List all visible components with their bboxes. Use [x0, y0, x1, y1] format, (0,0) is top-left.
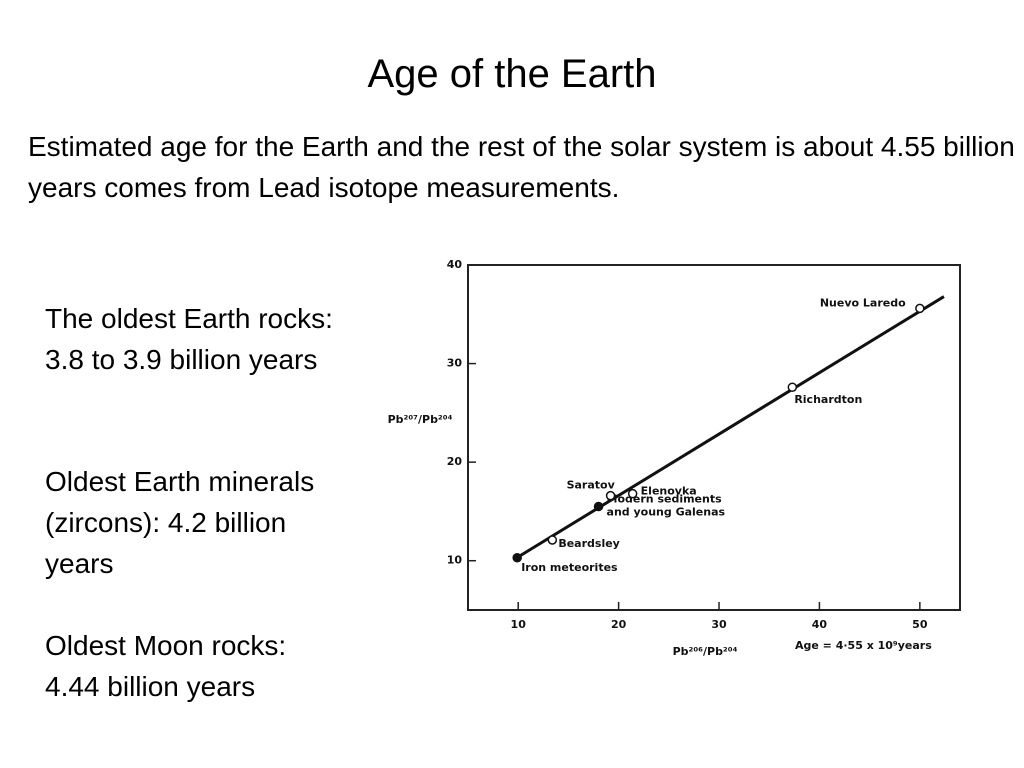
x-tick-label: 40: [812, 618, 828, 631]
data-point: [915, 303, 925, 314]
data-point: [593, 501, 604, 512]
data-point: [547, 535, 558, 545]
fact: Oldest Earth minerals (zircons): 4.2 bil…: [45, 466, 315, 579]
x-tick-label: 20: [611, 618, 627, 631]
point-label: and young Galenas: [607, 506, 726, 519]
point-label: Elenovka: [641, 485, 697, 498]
annotation: Age = 4·55 x 10⁹years: [795, 639, 932, 652]
x-axis-label: Pb²⁰⁶/Pb²⁰⁴: [673, 645, 738, 658]
intro-text: Estimated age for the Earth and the rest…: [28, 131, 1015, 203]
data-point: [627, 488, 638, 499]
data-point: [787, 382, 798, 392]
point-label: Saratov: [567, 479, 616, 492]
slide-title: Age of the Earth: [367, 52, 657, 96]
fit-line: [514, 295, 945, 561]
x-tick-label: 30: [711, 618, 727, 631]
x-tick-label: 50: [912, 618, 928, 631]
point-label: Iron meteorites: [521, 561, 618, 574]
x-tick-label: 10: [511, 618, 527, 631]
y-tick-label: 10: [447, 554, 463, 567]
y-tick-label: 20: [447, 455, 463, 468]
y-axis-label: Pb²⁰⁷/Pb²⁰⁴: [388, 413, 453, 426]
plot-frame: [467, 264, 961, 611]
y-tick-label: 30: [447, 357, 463, 370]
point-label: Nuevo Laredo: [820, 296, 906, 309]
fact: Oldest Moon rocks: 4.44 billion years: [45, 630, 287, 702]
point-label: Beardsley: [558, 537, 620, 550]
data-point: [512, 553, 522, 563]
y-tick-label: 40: [447, 258, 463, 271]
fact: The oldest Earth rocks: 3.8 to 3.9 billi…: [45, 303, 333, 375]
point-label: Richardton: [794, 393, 862, 406]
data-point: [605, 490, 616, 501]
